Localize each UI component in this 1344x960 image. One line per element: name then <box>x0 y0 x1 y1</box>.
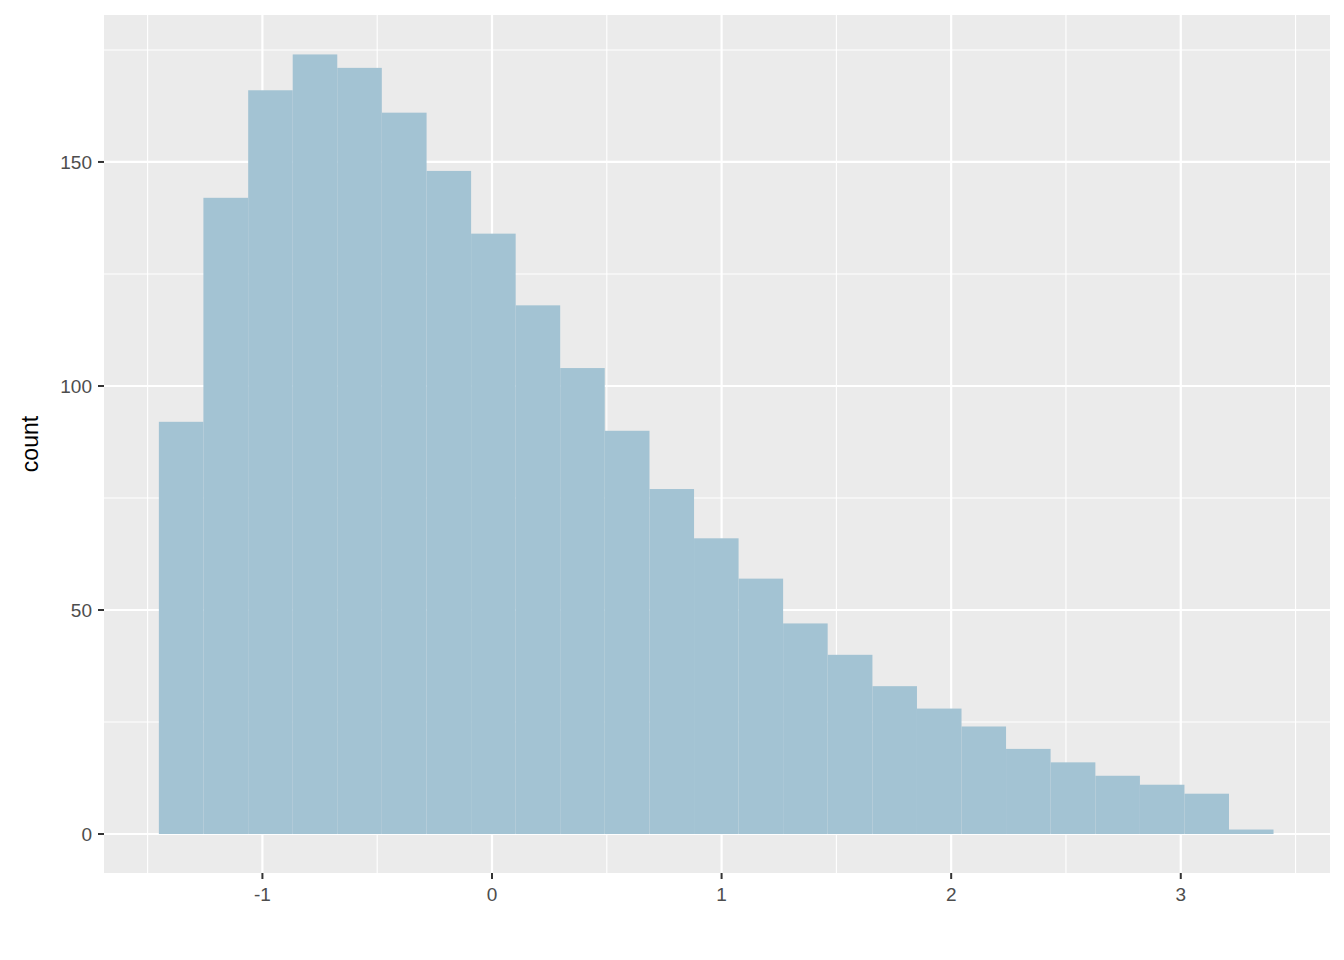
histogram-bar <box>1051 762 1096 834</box>
histogram-bar <box>516 305 561 834</box>
tick-label: 150 <box>60 152 92 173</box>
tick-mark <box>98 609 104 611</box>
histogram-bar <box>739 579 784 834</box>
tick-label: 50 <box>71 600 92 621</box>
histogram-bar <box>1140 785 1185 834</box>
histogram-bar <box>337 68 382 834</box>
tick-label: -1 <box>254 884 271 905</box>
minor-grid-line <box>104 49 1330 50</box>
histogram-bar <box>917 709 962 834</box>
plot-background <box>104 15 1330 873</box>
tick-mark <box>98 385 104 387</box>
histogram-bar <box>1229 830 1274 834</box>
minor-grid-line <box>1295 15 1296 873</box>
minor-grid-line <box>1065 15 1066 873</box>
histogram-bar <box>1006 749 1051 834</box>
tick-label: 3 <box>1175 884 1186 905</box>
chart: -1 0 1 2 3 0 50 100 150 count <box>0 0 1344 960</box>
tick-mark <box>261 873 263 879</box>
histogram-bar <box>427 171 472 834</box>
tick-mark <box>491 873 493 879</box>
tick-mark <box>1180 873 1182 879</box>
y-axis-title: count <box>17 415 43 472</box>
grid <box>104 15 1330 873</box>
histogram-bar <box>471 234 516 834</box>
histogram-bar <box>1184 794 1229 834</box>
histogram-bar <box>872 686 917 834</box>
histogram-bar <box>1095 776 1140 834</box>
bars <box>159 54 1274 834</box>
tick-label: 1 <box>716 884 727 905</box>
histogram-bar <box>962 726 1007 834</box>
histogram-bar <box>828 655 873 834</box>
chart-container: -1 0 1 2 3 0 50 100 150 count <box>0 0 1344 960</box>
histogram-bar <box>382 113 427 834</box>
histogram-bar <box>650 489 695 834</box>
axes: -1 0 1 2 3 0 50 100 150 <box>60 152 1186 905</box>
tick-mark <box>950 873 952 879</box>
histogram-bar <box>293 54 338 834</box>
minor-grid-line <box>147 15 148 873</box>
histogram-bar <box>560 368 605 834</box>
histogram-bar <box>159 422 204 834</box>
histogram-bar <box>694 538 739 834</box>
tick-mark <box>721 873 723 879</box>
histogram-bar <box>248 90 293 834</box>
tick-mark <box>98 833 104 835</box>
tick-label: 0 <box>81 824 92 845</box>
histogram-bar <box>203 198 248 834</box>
histogram-bar <box>783 623 828 834</box>
tick-label: 100 <box>60 376 92 397</box>
tick-mark <box>98 161 104 163</box>
grid-line <box>1180 15 1182 873</box>
histogram-bar <box>605 431 650 834</box>
tick-label: 0 <box>487 884 498 905</box>
tick-label: 2 <box>946 884 957 905</box>
